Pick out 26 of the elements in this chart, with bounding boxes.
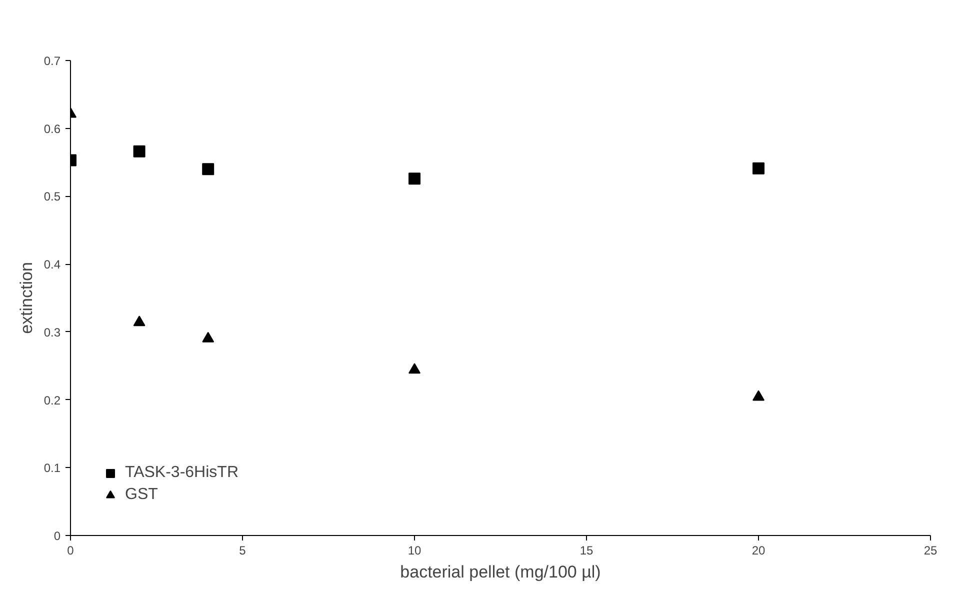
legend-label: GST — [125, 486, 158, 504]
x-tick-label: 25 — [924, 544, 938, 558]
y-tick-label: 0 — [54, 529, 61, 543]
y-tick-label: 0.2 — [44, 393, 61, 408]
y-tick-label: 0.1 — [44, 461, 61, 476]
x-tick-label: 0 — [67, 544, 74, 558]
y-tick-label: 0.3 — [44, 325, 61, 340]
point — [408, 363, 420, 374]
x-tick-label: 15 — [580, 544, 594, 558]
y-tick-label: 0.6 — [44, 122, 61, 136]
y-tick-label: 0.7 — [44, 54, 61, 68]
point — [752, 390, 764, 401]
point — [752, 162, 764, 174]
point — [133, 316, 146, 326]
y-tick-label: 0.4 — [44, 258, 61, 272]
point — [202, 163, 214, 176]
y-axis-title: extinction — [16, 262, 36, 334]
point — [408, 172, 420, 185]
x-tick-label: 5 — [239, 544, 246, 558]
legend-label: TASK-3-6HisTR — [125, 464, 238, 482]
point — [202, 332, 214, 342]
x-tick-label: 10 — [408, 544, 422, 558]
x-axis-title: bacterial pellet (mg/100 µl) — [400, 562, 601, 582]
point — [133, 145, 146, 158]
y-tick-label: 0.5 — [44, 190, 61, 204]
x-tick-label: 20 — [752, 544, 766, 558]
